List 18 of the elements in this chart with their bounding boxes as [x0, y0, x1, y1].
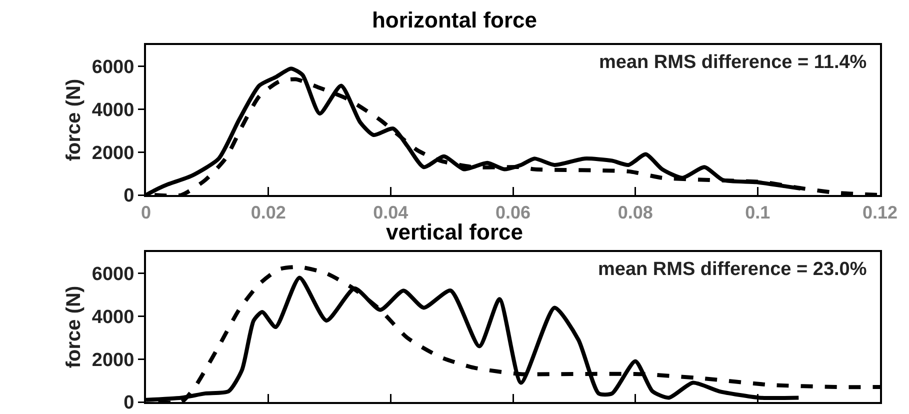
- chart-title: horizontal force: [372, 8, 538, 33]
- x-tick-label: 0: [140, 202, 152, 223]
- x-tick-label: 0.12: [862, 202, 898, 223]
- x-tick-label: 0.08: [618, 202, 653, 223]
- y-tick-label: 4000: [92, 306, 134, 328]
- y-tick-label: 6000: [92, 264, 134, 286]
- y-tick-label: 2000: [92, 142, 134, 164]
- annotation: mean RMS difference = 11.4%: [599, 52, 867, 73]
- x-tick-label: 0.1: [745, 202, 770, 223]
- y-axis-title: force (N): [62, 78, 85, 162]
- y-tick-label: 2000: [92, 350, 134, 371]
- annotation: mean RMS difference = 23.0%: [598, 259, 867, 280]
- x-tick-label: 0.02: [250, 202, 286, 223]
- y-tick-label: 4000: [92, 100, 134, 121]
- y-tick-label: 0: [124, 392, 134, 414]
- y-tick-label: 0: [124, 186, 134, 207]
- y-axis-title: force (N): [62, 286, 85, 368]
- y-tick-label: 6000: [92, 57, 134, 78]
